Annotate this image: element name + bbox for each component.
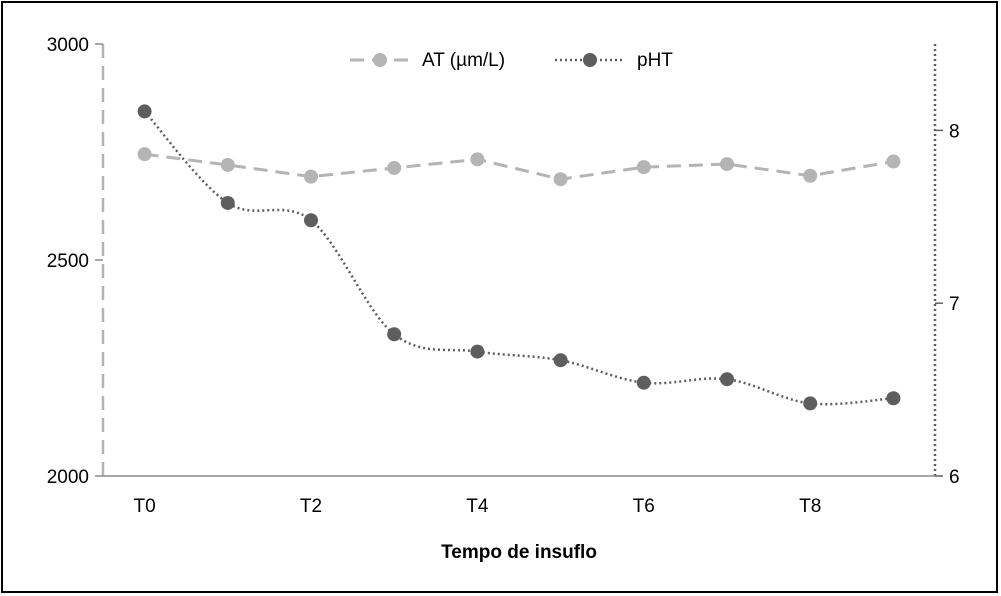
left-tick-label: 2000: [47, 467, 89, 488]
right-y-ticks: 6 7 8: [935, 121, 960, 488]
data-point: [387, 160, 402, 175]
data-point: [803, 168, 818, 183]
legend-pht-marker: [583, 53, 597, 67]
legend-item-at: AT (µm/L): [350, 50, 505, 71]
data-point: [636, 160, 651, 175]
right-tick-label: 8: [949, 121, 960, 142]
data-point: [553, 353, 568, 368]
series-layer: [137, 104, 901, 411]
series-pht: [137, 104, 901, 411]
data-point: [886, 391, 901, 406]
series-line: [144, 152, 894, 181]
data-point: [886, 154, 901, 169]
legend-pht-label: pHT: [637, 50, 673, 71]
series-at: [137, 147, 901, 187]
legend: AT (µm/L) pHT: [350, 50, 673, 71]
data-point: [553, 172, 568, 187]
data-point: [137, 104, 152, 119]
x-ticks: T0 T2 T4 T6 T8: [134, 496, 822, 517]
x-tick-label: T2: [300, 496, 322, 517]
data-point: [387, 327, 402, 342]
x-tick-label: T8: [799, 496, 821, 517]
x-tick-label: T6: [633, 496, 655, 517]
right-tick-label: 7: [949, 294, 960, 315]
data-point: [470, 152, 485, 167]
left-tick-label: 3000: [47, 35, 89, 56]
legend-at-marker: [373, 53, 387, 67]
data-point: [220, 195, 235, 210]
data-point: [720, 157, 734, 172]
data-point: [137, 147, 152, 162]
x-tick-label: T4: [466, 496, 489, 517]
data-point: [220, 157, 235, 172]
data-point: [304, 213, 318, 228]
left-tick-label: 2500: [47, 251, 89, 272]
data-point: [470, 344, 485, 359]
data-point: [304, 169, 318, 184]
x-axis-label: Tempo de insuflo: [441, 542, 597, 563]
data-point: [720, 372, 734, 387]
data-point: [636, 375, 651, 390]
data-point: [803, 396, 818, 411]
series-line: [143, 110, 894, 406]
left-y-ticks: 2000 2500 3000: [47, 35, 103, 488]
legend-item-pht: pHT: [555, 50, 673, 71]
legend-at-label: AT (µm/L): [422, 50, 505, 71]
x-tick-label: T0: [134, 496, 156, 517]
right-tick-label: 6: [949, 467, 960, 488]
